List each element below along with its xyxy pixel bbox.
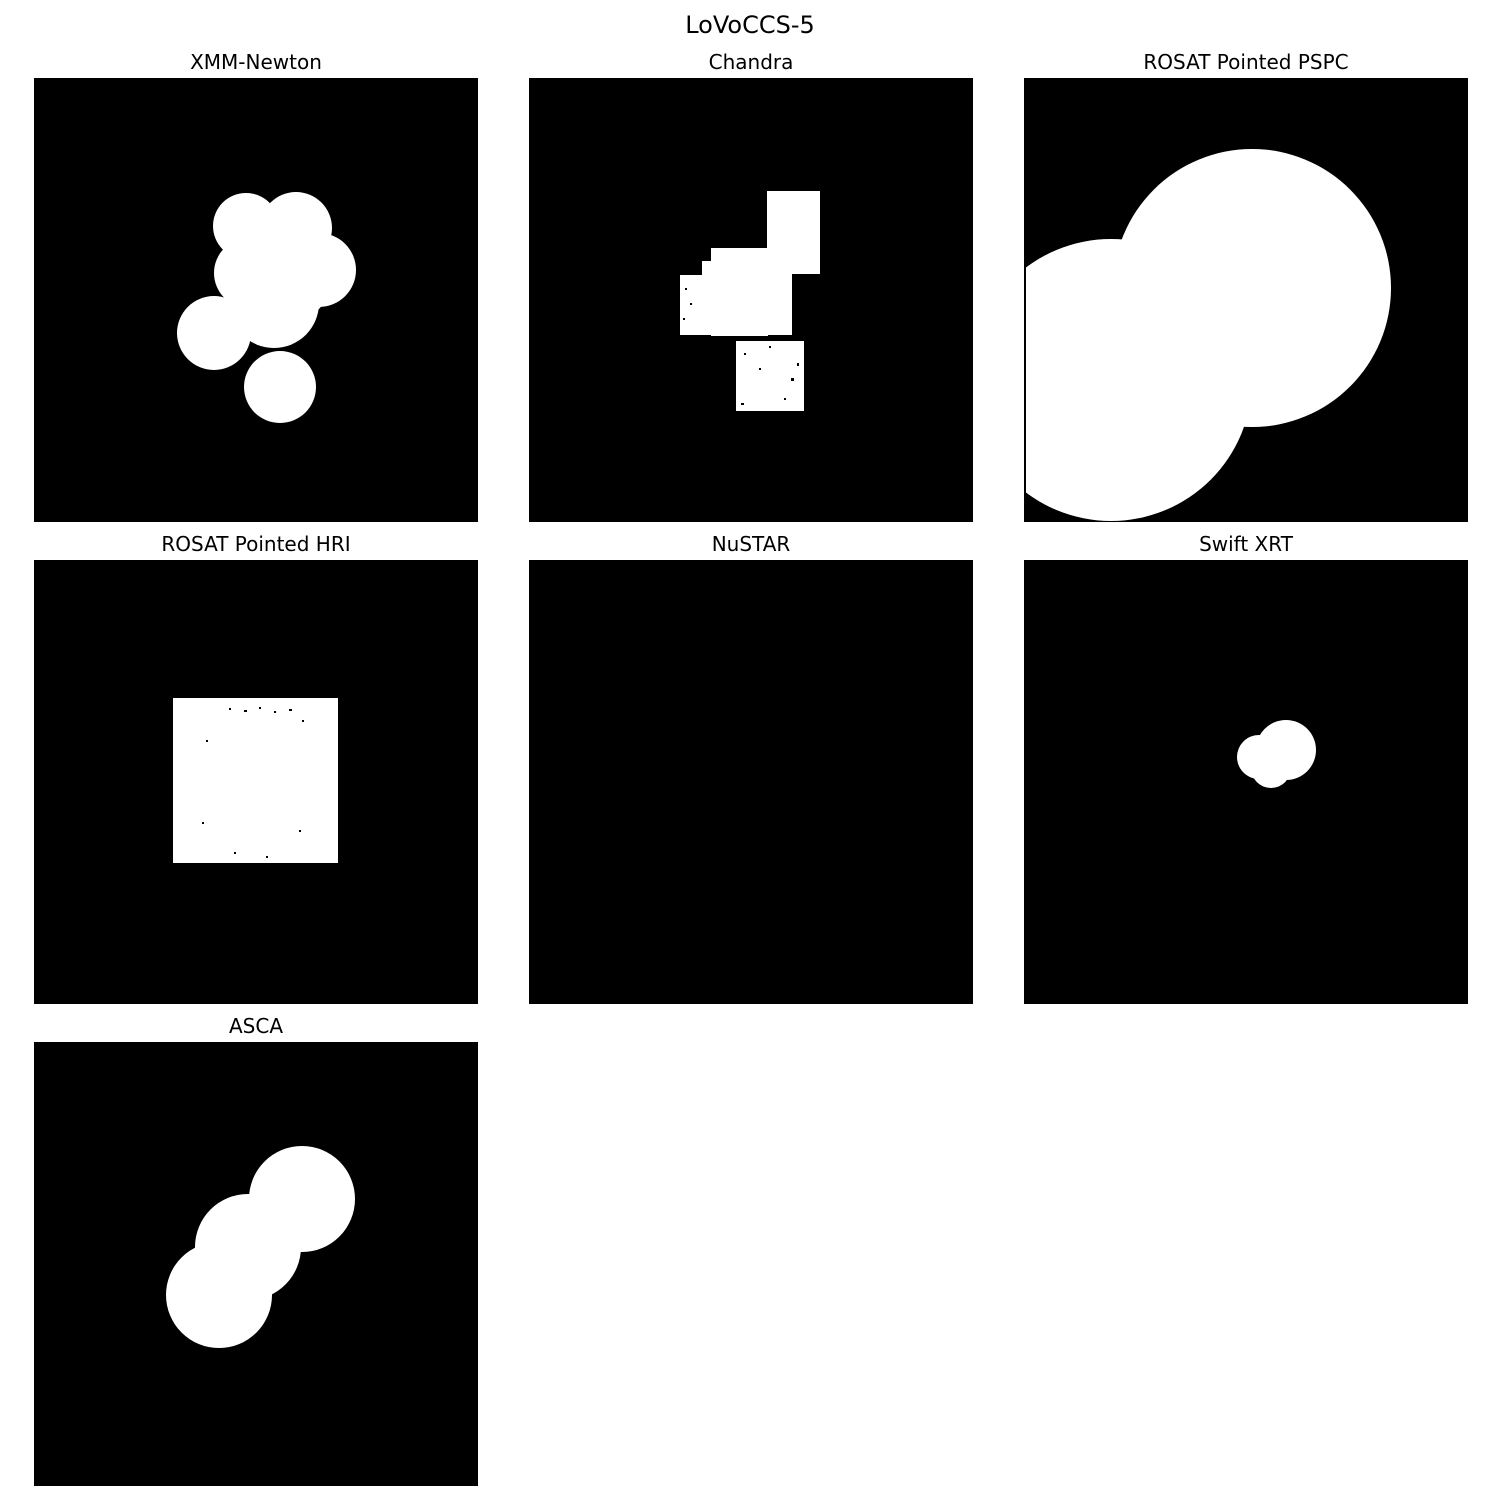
rosat-pointed-pspc-mask <box>1024 78 1391 522</box>
panel-title-xmm-newton: XMM-Newton <box>190 50 322 74</box>
panel-title-swift-xrt: Swift XRT <box>1199 532 1293 556</box>
panel-swift-xrt-image <box>1024 560 1468 1004</box>
xmm-newton-mask <box>177 192 356 423</box>
panel-rosat-pointed-pspc-image <box>1024 78 1468 522</box>
panel-xmm-newton-image <box>34 78 478 522</box>
rosat-pointed-hri-mask <box>173 698 338 863</box>
panel-title-asca: ASCA <box>228 1014 284 1038</box>
panel-nustar-image <box>529 560 973 1004</box>
panel-rosat-pointed-hri-image <box>34 560 478 1004</box>
swift-xrt-mask <box>1237 720 1316 788</box>
panel-asca-image <box>34 1042 478 1486</box>
chandra-mask <box>680 191 820 411</box>
figure-title: LoVoCCS-5 <box>685 11 815 39</box>
nustar-mask <box>529 560 973 1004</box>
asca-mask <box>166 1146 355 1348</box>
panel-title-rosat-pointed-hri: ROSAT Pointed HRI <box>161 532 351 556</box>
panel-title-chandra: Chandra <box>708 50 794 74</box>
panel-chandra-image <box>529 78 973 522</box>
panel-title-nustar: NuSTAR <box>711 532 791 556</box>
panel-title-rosat-pointed-pspc: ROSAT Pointed PSPC <box>1143 50 1349 74</box>
